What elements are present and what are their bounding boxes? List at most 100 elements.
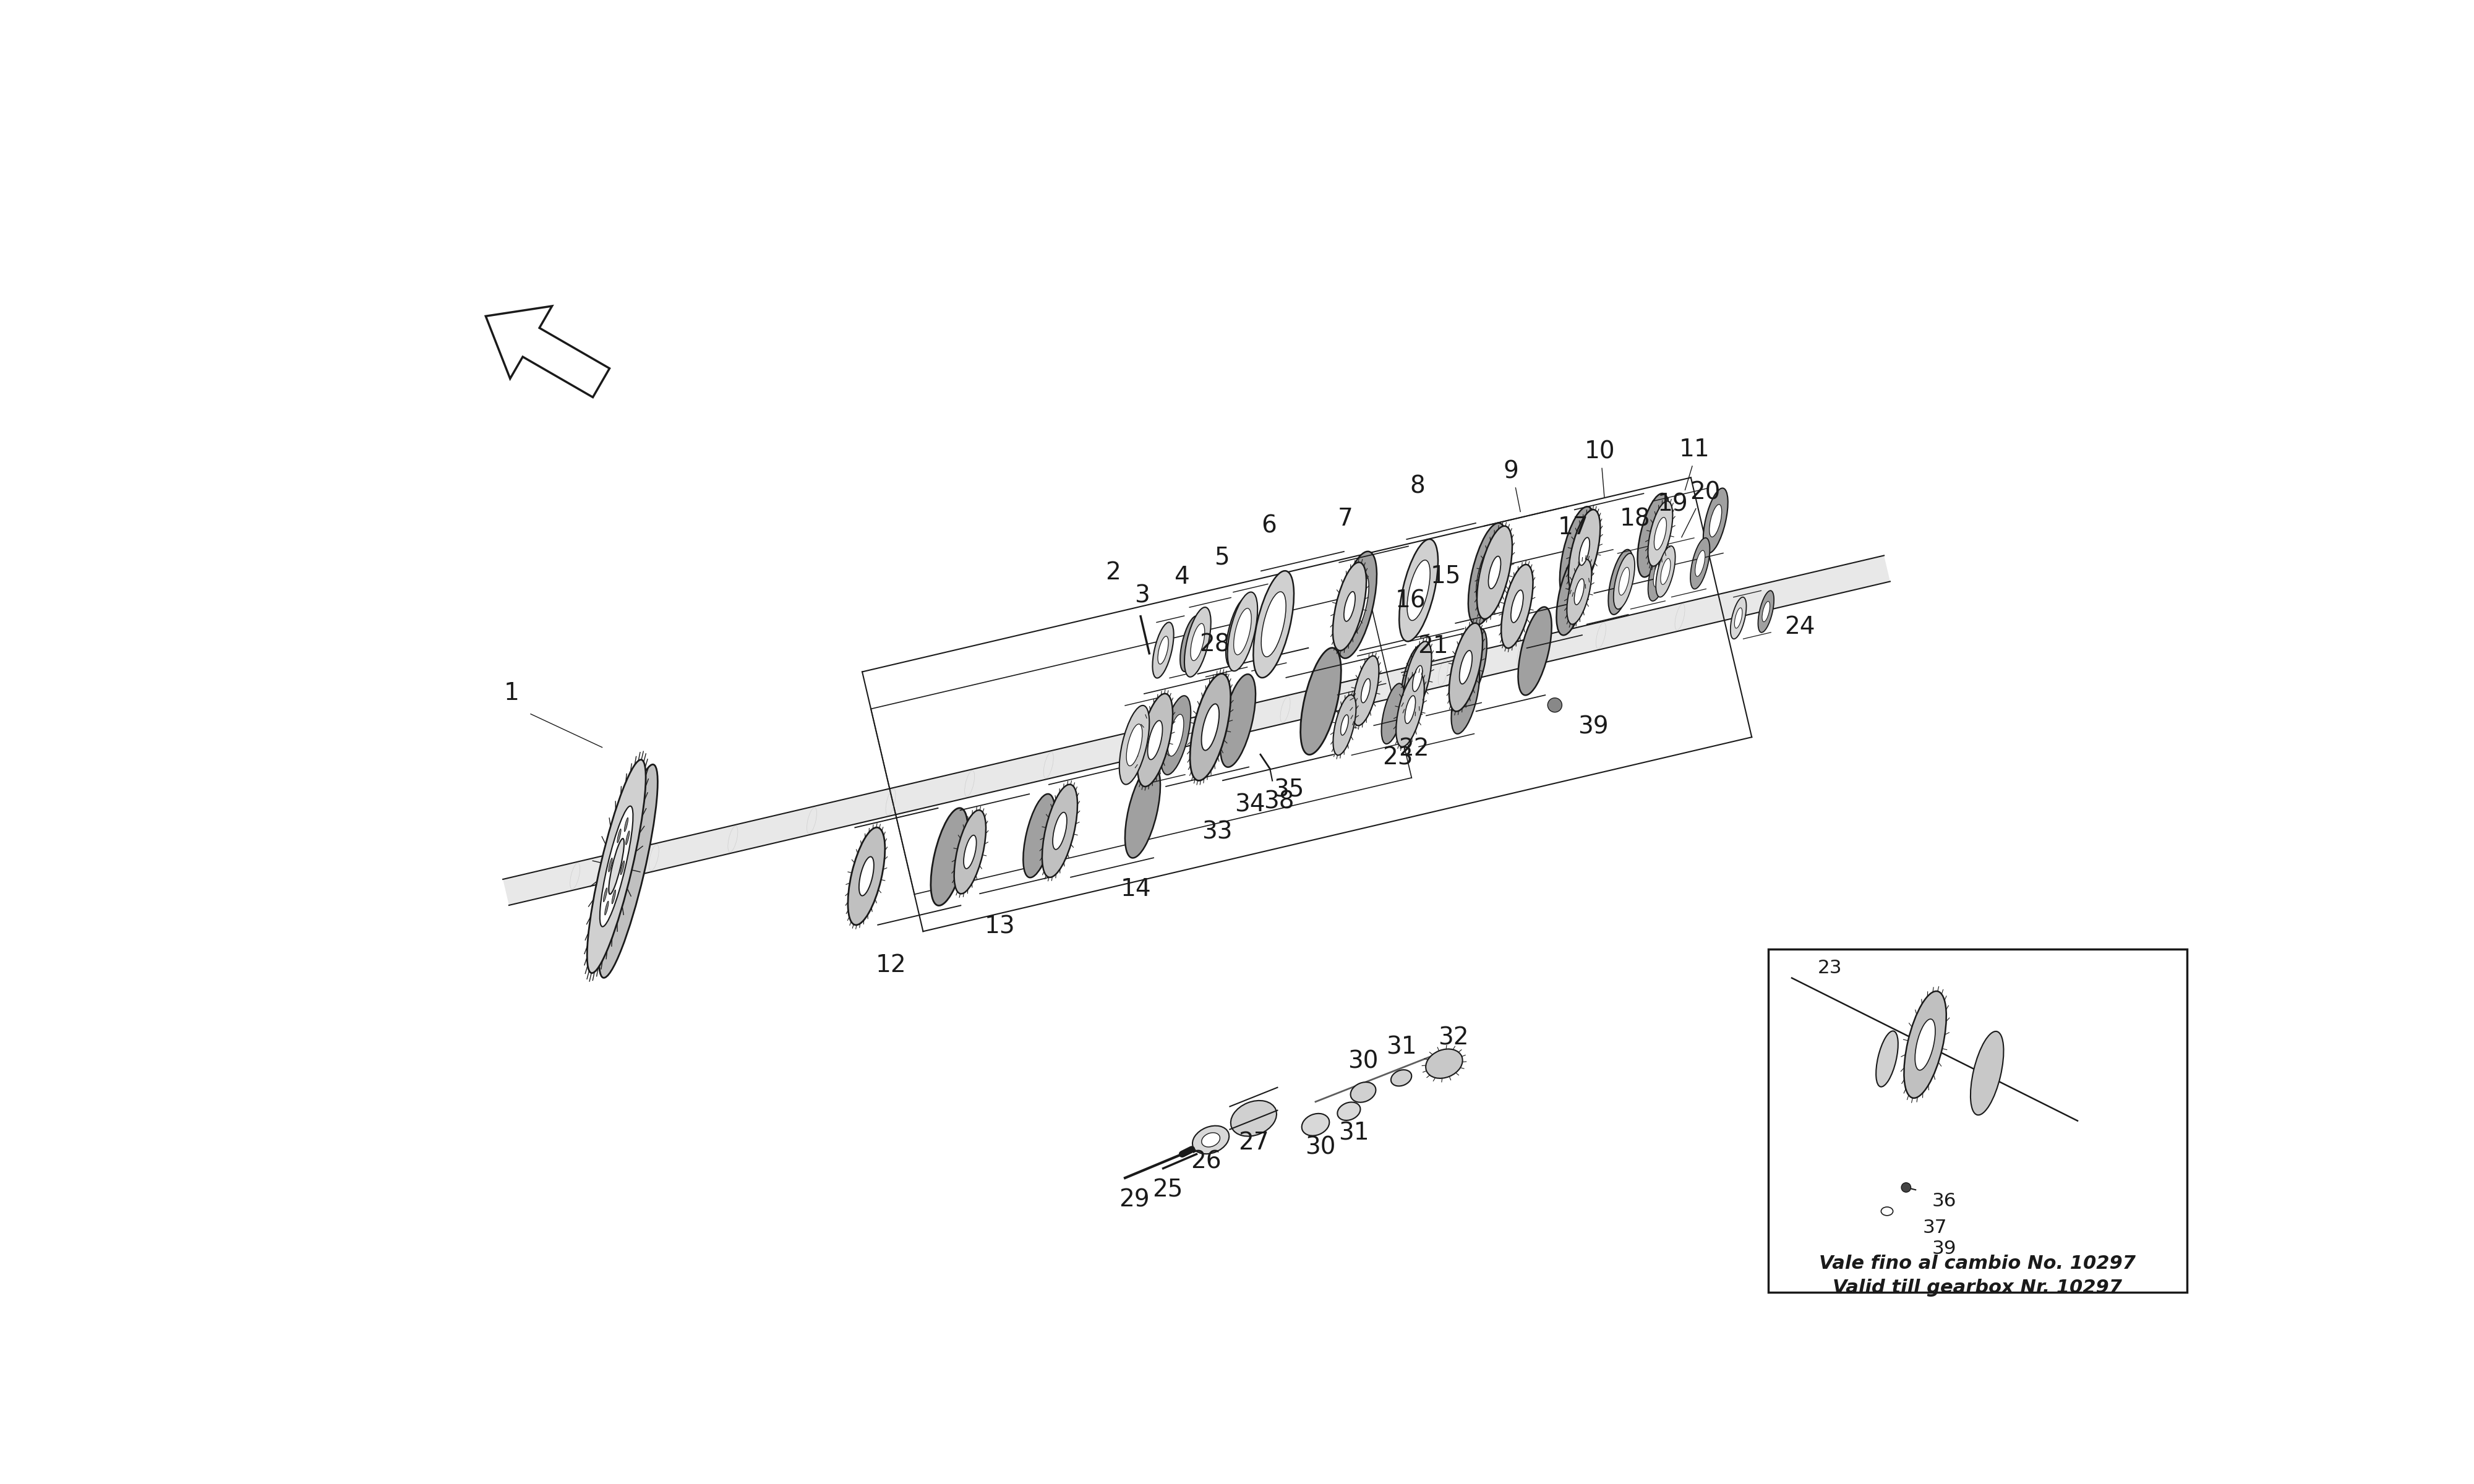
Ellipse shape [1180,616,1202,672]
Ellipse shape [1390,1070,1413,1086]
Ellipse shape [1761,601,1769,622]
Ellipse shape [1460,650,1472,684]
Ellipse shape [1269,600,1286,647]
Ellipse shape [1403,546,1435,635]
Ellipse shape [1613,554,1635,608]
Text: 7: 7 [1338,508,1353,531]
Ellipse shape [930,807,967,905]
Ellipse shape [1405,696,1415,724]
Ellipse shape [1220,674,1257,767]
Text: 5: 5 [1215,546,1230,570]
Polygon shape [485,306,609,398]
Ellipse shape [1648,502,1672,567]
Ellipse shape [1301,649,1341,755]
Ellipse shape [1343,573,1368,637]
Ellipse shape [1230,1101,1277,1137]
Ellipse shape [1695,551,1705,576]
Text: 23: 23 [1818,959,1843,976]
Ellipse shape [1126,764,1160,858]
Ellipse shape [1460,628,1487,703]
Ellipse shape [1190,674,1230,781]
Ellipse shape [1903,1183,1910,1192]
Ellipse shape [1556,552,1588,635]
Ellipse shape [1549,697,1561,712]
Ellipse shape [1702,488,1727,554]
Ellipse shape [1905,991,1947,1098]
Ellipse shape [1400,644,1427,714]
Text: 8: 8 [1410,475,1425,499]
Ellipse shape [1400,539,1437,641]
Ellipse shape [1915,1020,1935,1070]
Ellipse shape [1185,607,1210,677]
Ellipse shape [1759,591,1774,632]
Ellipse shape [1227,592,1257,671]
Ellipse shape [1573,579,1583,605]
Ellipse shape [1880,1206,1893,1215]
Ellipse shape [611,890,616,904]
Ellipse shape [1361,678,1371,703]
Ellipse shape [1734,608,1742,628]
Text: 35: 35 [1274,778,1304,801]
Ellipse shape [1138,693,1173,787]
Ellipse shape [1690,537,1710,589]
Ellipse shape [1225,598,1252,668]
Text: 28: 28 [1200,632,1230,656]
Ellipse shape [1969,1031,2004,1114]
FancyBboxPatch shape [1769,950,2187,1293]
Ellipse shape [1351,1082,1376,1103]
Ellipse shape [1578,537,1591,565]
Ellipse shape [1341,715,1348,735]
Ellipse shape [1489,556,1502,589]
Text: 2: 2 [1106,561,1121,585]
Ellipse shape [1653,559,1665,588]
Ellipse shape [616,830,621,843]
Ellipse shape [1519,607,1551,695]
Ellipse shape [1875,1031,1898,1086]
Ellipse shape [599,806,633,926]
Ellipse shape [604,887,606,902]
Text: 24: 24 [1784,616,1816,638]
Ellipse shape [1395,672,1425,746]
Text: 3: 3 [1133,583,1150,607]
Text: 36: 36 [1932,1192,1957,1211]
Ellipse shape [1655,546,1675,597]
Ellipse shape [1638,493,1670,577]
Ellipse shape [1380,684,1405,743]
Text: 22: 22 [1398,738,1430,760]
Ellipse shape [1333,695,1356,755]
Ellipse shape [626,831,628,844]
Ellipse shape [1192,1126,1230,1155]
Ellipse shape [1301,1113,1329,1135]
Ellipse shape [623,818,628,831]
Text: 31: 31 [1338,1122,1368,1144]
Ellipse shape [1232,614,1247,651]
Text: 30: 30 [1304,1135,1336,1159]
Ellipse shape [849,828,886,925]
Ellipse shape [599,764,658,978]
Text: 1: 1 [505,681,520,705]
Ellipse shape [1126,724,1143,766]
Text: 16: 16 [1395,589,1425,613]
Ellipse shape [1343,592,1356,622]
Ellipse shape [1477,525,1512,619]
Ellipse shape [1148,721,1163,760]
Text: 6: 6 [1262,513,1277,537]
Ellipse shape [609,838,623,895]
Ellipse shape [1153,622,1173,678]
Text: 31: 31 [1385,1036,1418,1060]
Ellipse shape [1502,564,1534,649]
Ellipse shape [1618,567,1630,595]
Ellipse shape [1710,505,1722,537]
Text: 14: 14 [1121,877,1150,901]
Ellipse shape [1467,522,1507,625]
Text: 30: 30 [1348,1049,1378,1073]
Text: 18: 18 [1620,508,1650,531]
Text: 19: 19 [1658,493,1687,516]
Ellipse shape [1333,562,1366,650]
Ellipse shape [1729,597,1747,640]
Text: 26: 26 [1190,1150,1222,1174]
Ellipse shape [1655,518,1667,551]
Ellipse shape [604,901,609,916]
Text: 34: 34 [1235,792,1264,816]
Ellipse shape [1477,545,1499,604]
